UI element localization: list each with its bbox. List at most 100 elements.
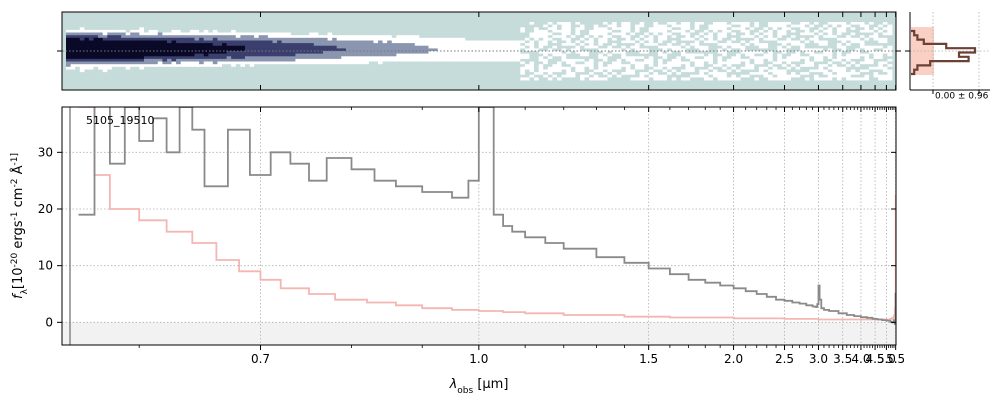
- spectrum-2d-cell: [882, 43, 888, 47]
- spectrum-2d-cell: [102, 53, 108, 57]
- spectrum-2d-cell: [814, 48, 819, 52]
- spectrum-2d-cell: [841, 37, 847, 41]
- spectrum-2d-cell: [258, 72, 264, 76]
- spectrum-2d-cell: [777, 29, 783, 33]
- spectrum-2d-cell: [391, 48, 397, 52]
- spectrum-2d-cell: [713, 24, 718, 28]
- spectrum-2d-cell: [717, 58, 723, 62]
- spectrum-2d-cell: [469, 37, 475, 41]
- spectrum-2d-cell: [171, 40, 177, 44]
- spectrum-2d-cell: [758, 56, 764, 60]
- spectrum-2d-cell: [419, 29, 425, 33]
- spectrum-2d-cell: [345, 72, 351, 76]
- spectrum-2d-cell: [153, 29, 159, 33]
- spectrum-2d-cell: [456, 22, 462, 25]
- spectrum-2d-cell: [722, 56, 728, 60]
- spectrum-2d-cell: [419, 56, 425, 60]
- spectrum-2d-cell: [391, 29, 397, 33]
- spectrum-2d-cell: [391, 77, 397, 81]
- x-tick-label: 4.0: [851, 352, 870, 366]
- spectrum-2d-cell: [882, 64, 888, 68]
- spectrum-2d-cell: [566, 32, 572, 36]
- spectrum-2d-cell: [823, 72, 829, 76]
- spectrum-2d-cell: [580, 51, 585, 54]
- spectrum-2d-cell: [313, 53, 319, 57]
- spectrum-2d-cell: [428, 45, 434, 49]
- spectrum-2d-cell: [676, 27, 682, 31]
- spectrum-2d-cell: [547, 32, 553, 36]
- spectrum-2d-cell: [749, 69, 755, 73]
- spectrum-2d-cell: [589, 72, 595, 76]
- spectrum-2d-cell: [355, 37, 361, 41]
- spectrum-2d-cell: [286, 29, 292, 33]
- spectrum-2d-cell: [474, 22, 480, 25]
- spectrum-2d-cell: [304, 69, 310, 73]
- spectrum-2d-cell: [474, 29, 480, 33]
- spectrum-2d-cell: [88, 37, 94, 41]
- spectrum-2d-cell: [580, 77, 585, 81]
- spectrum-2d-cell: [157, 48, 163, 52]
- spectrum-2d-cell: [869, 51, 875, 54]
- spectrum-2d-cell: [676, 32, 682, 36]
- spectrum-2d-cell: [524, 22, 530, 25]
- spectrum-2d-cell: [662, 64, 668, 68]
- spectrum-2d-cell: [189, 74, 195, 78]
- spectrum-2d-cell: [758, 74, 764, 78]
- spectrum-2d-cell: [240, 32, 246, 36]
- spectrum-2d-cell: [460, 27, 466, 31]
- spectrum-2d-cell: [497, 40, 503, 44]
- spectrum-2d-cell: [621, 37, 627, 41]
- spectrum-2d-cell: [378, 35, 383, 39]
- spectrum-2d-cell: [130, 24, 136, 28]
- spectrum-2d-cell: [809, 56, 815, 60]
- spectrum-2d-cell: [465, 43, 471, 47]
- spectrum-2d-cell: [309, 45, 315, 49]
- spectrum-2d-cell: [639, 53, 645, 57]
- spectrum-2d-cell: [144, 29, 149, 33]
- spectrum-2d-cell: [598, 72, 604, 76]
- spectrum-2d-cell: [341, 43, 347, 47]
- spectrum-2d-cell: [98, 29, 104, 33]
- spectrum-2d-cell: [800, 27, 806, 31]
- spectrum-2d-cell: [717, 22, 723, 25]
- spectrum-2d-cell: [199, 56, 205, 60]
- spectrum-2d-cell: [534, 56, 540, 60]
- spectrum-2d-cell: [240, 58, 246, 62]
- spectrum-2d-cell: [758, 64, 764, 68]
- spectrum-2d-cell: [295, 53, 301, 57]
- spectrum-2d-cell: [492, 32, 498, 36]
- spectrum-2d-cell: [153, 37, 159, 41]
- spectrum-2d-cell: [763, 64, 769, 68]
- spectrum-2d-cell: [79, 27, 85, 31]
- spectrum-2d-cell: [763, 48, 769, 52]
- spectrum-2d-cell: [648, 51, 654, 54]
- spectrum-2d-cell: [580, 37, 585, 41]
- spectrum-2d-cell: [272, 77, 278, 81]
- spectrum-2d-cell: [887, 24, 893, 28]
- spectrum-2d-cell: [658, 48, 663, 52]
- spectrum-2d-cell: [345, 45, 351, 49]
- spectrum-2d-cell: [873, 53, 879, 57]
- spectrum-2d-cell: [396, 61, 402, 65]
- spectrum-2d-cell: [543, 27, 549, 31]
- spectrum-2d-cell: [763, 72, 769, 76]
- spectrum-2d-cell: [387, 27, 393, 31]
- spectrum-2d-cell: [460, 69, 466, 73]
- spectrum-2d-cell: [313, 22, 319, 25]
- spectrum-2d-cell: [171, 69, 177, 73]
- spectrum-2d-cell: [731, 51, 737, 54]
- spectrum-2d-cell: [194, 24, 200, 28]
- spectrum-2d-cell: [212, 56, 218, 60]
- spectrum-2d-cell: [70, 77, 76, 81]
- spectrum-2d-cell: [570, 58, 576, 62]
- spectrum-2d-cell: [635, 24, 640, 28]
- spectrum-2d-cell: [281, 77, 287, 81]
- spectrum-2d-cell: [116, 35, 122, 39]
- spectrum-2d-cell: [121, 24, 127, 28]
- spectrum-2d-cell: [740, 74, 746, 78]
- spectrum-2d-cell: [180, 64, 186, 68]
- x-axis-label: λobs [μm]: [449, 377, 509, 396]
- spectrum-2d-cell: [323, 64, 328, 68]
- spectrum-2d-cell: [864, 43, 870, 47]
- spectrum-2d-cell: [515, 29, 521, 33]
